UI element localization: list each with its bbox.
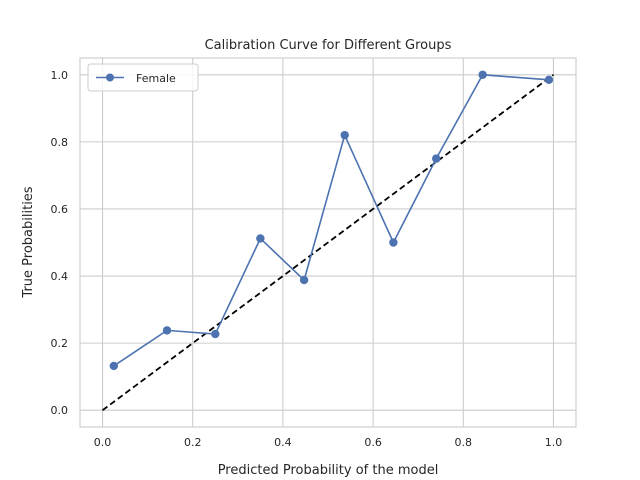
legend-label-female: Female — [136, 72, 176, 85]
y-axis-title: True Probabilities — [21, 186, 36, 298]
data-point — [432, 154, 441, 163]
data-point — [299, 275, 309, 285]
x-tick-label: 0.0 — [94, 436, 112, 449]
y-tick-label: 0.8 — [51, 136, 69, 149]
x-axis-title: Predicted Probability of the model — [218, 463, 439, 478]
y-tick-label: 0.0 — [51, 404, 69, 417]
series-markers-female — [109, 70, 554, 371]
data-point — [340, 130, 349, 140]
legend-box — [87, 63, 199, 92]
x-tick-label: 0.8 — [455, 436, 473, 449]
chart-title: Calibration Curve for Different Groups — [205, 38, 452, 53]
x-axis-ticks: 0.0 0.2 0.4 0.6 0.8 1.0 — [94, 436, 562, 449]
data-point — [162, 326, 172, 335]
y-tick-label: 1.0 — [51, 69, 69, 82]
x-tick-label: 0.2 — [184, 436, 202, 449]
data-point — [478, 70, 487, 79]
y-tick-label: 0.4 — [51, 270, 69, 283]
data-point — [544, 75, 554, 85]
legend: Female — [87, 63, 199, 92]
data-point — [109, 361, 119, 371]
plot-frame — [79, 57, 577, 428]
data-point — [211, 329, 220, 339]
legend-marker-icon — [106, 73, 114, 82]
y-axis-ticks: 0.0 0.2 0.4 0.6 0.8 1.0 — [51, 69, 69, 417]
x-tick-label: 1.0 — [545, 436, 563, 449]
x-tick-label: 0.6 — [364, 436, 382, 449]
data-point — [256, 234, 265, 243]
series-line-female — [113, 73, 550, 367]
reference-line — [102, 74, 554, 411]
y-tick-label: 0.2 — [51, 337, 69, 350]
data-point — [389, 238, 398, 247]
x-tick-label: 0.4 — [274, 436, 292, 449]
y-tick-label: 0.6 — [51, 203, 69, 216]
